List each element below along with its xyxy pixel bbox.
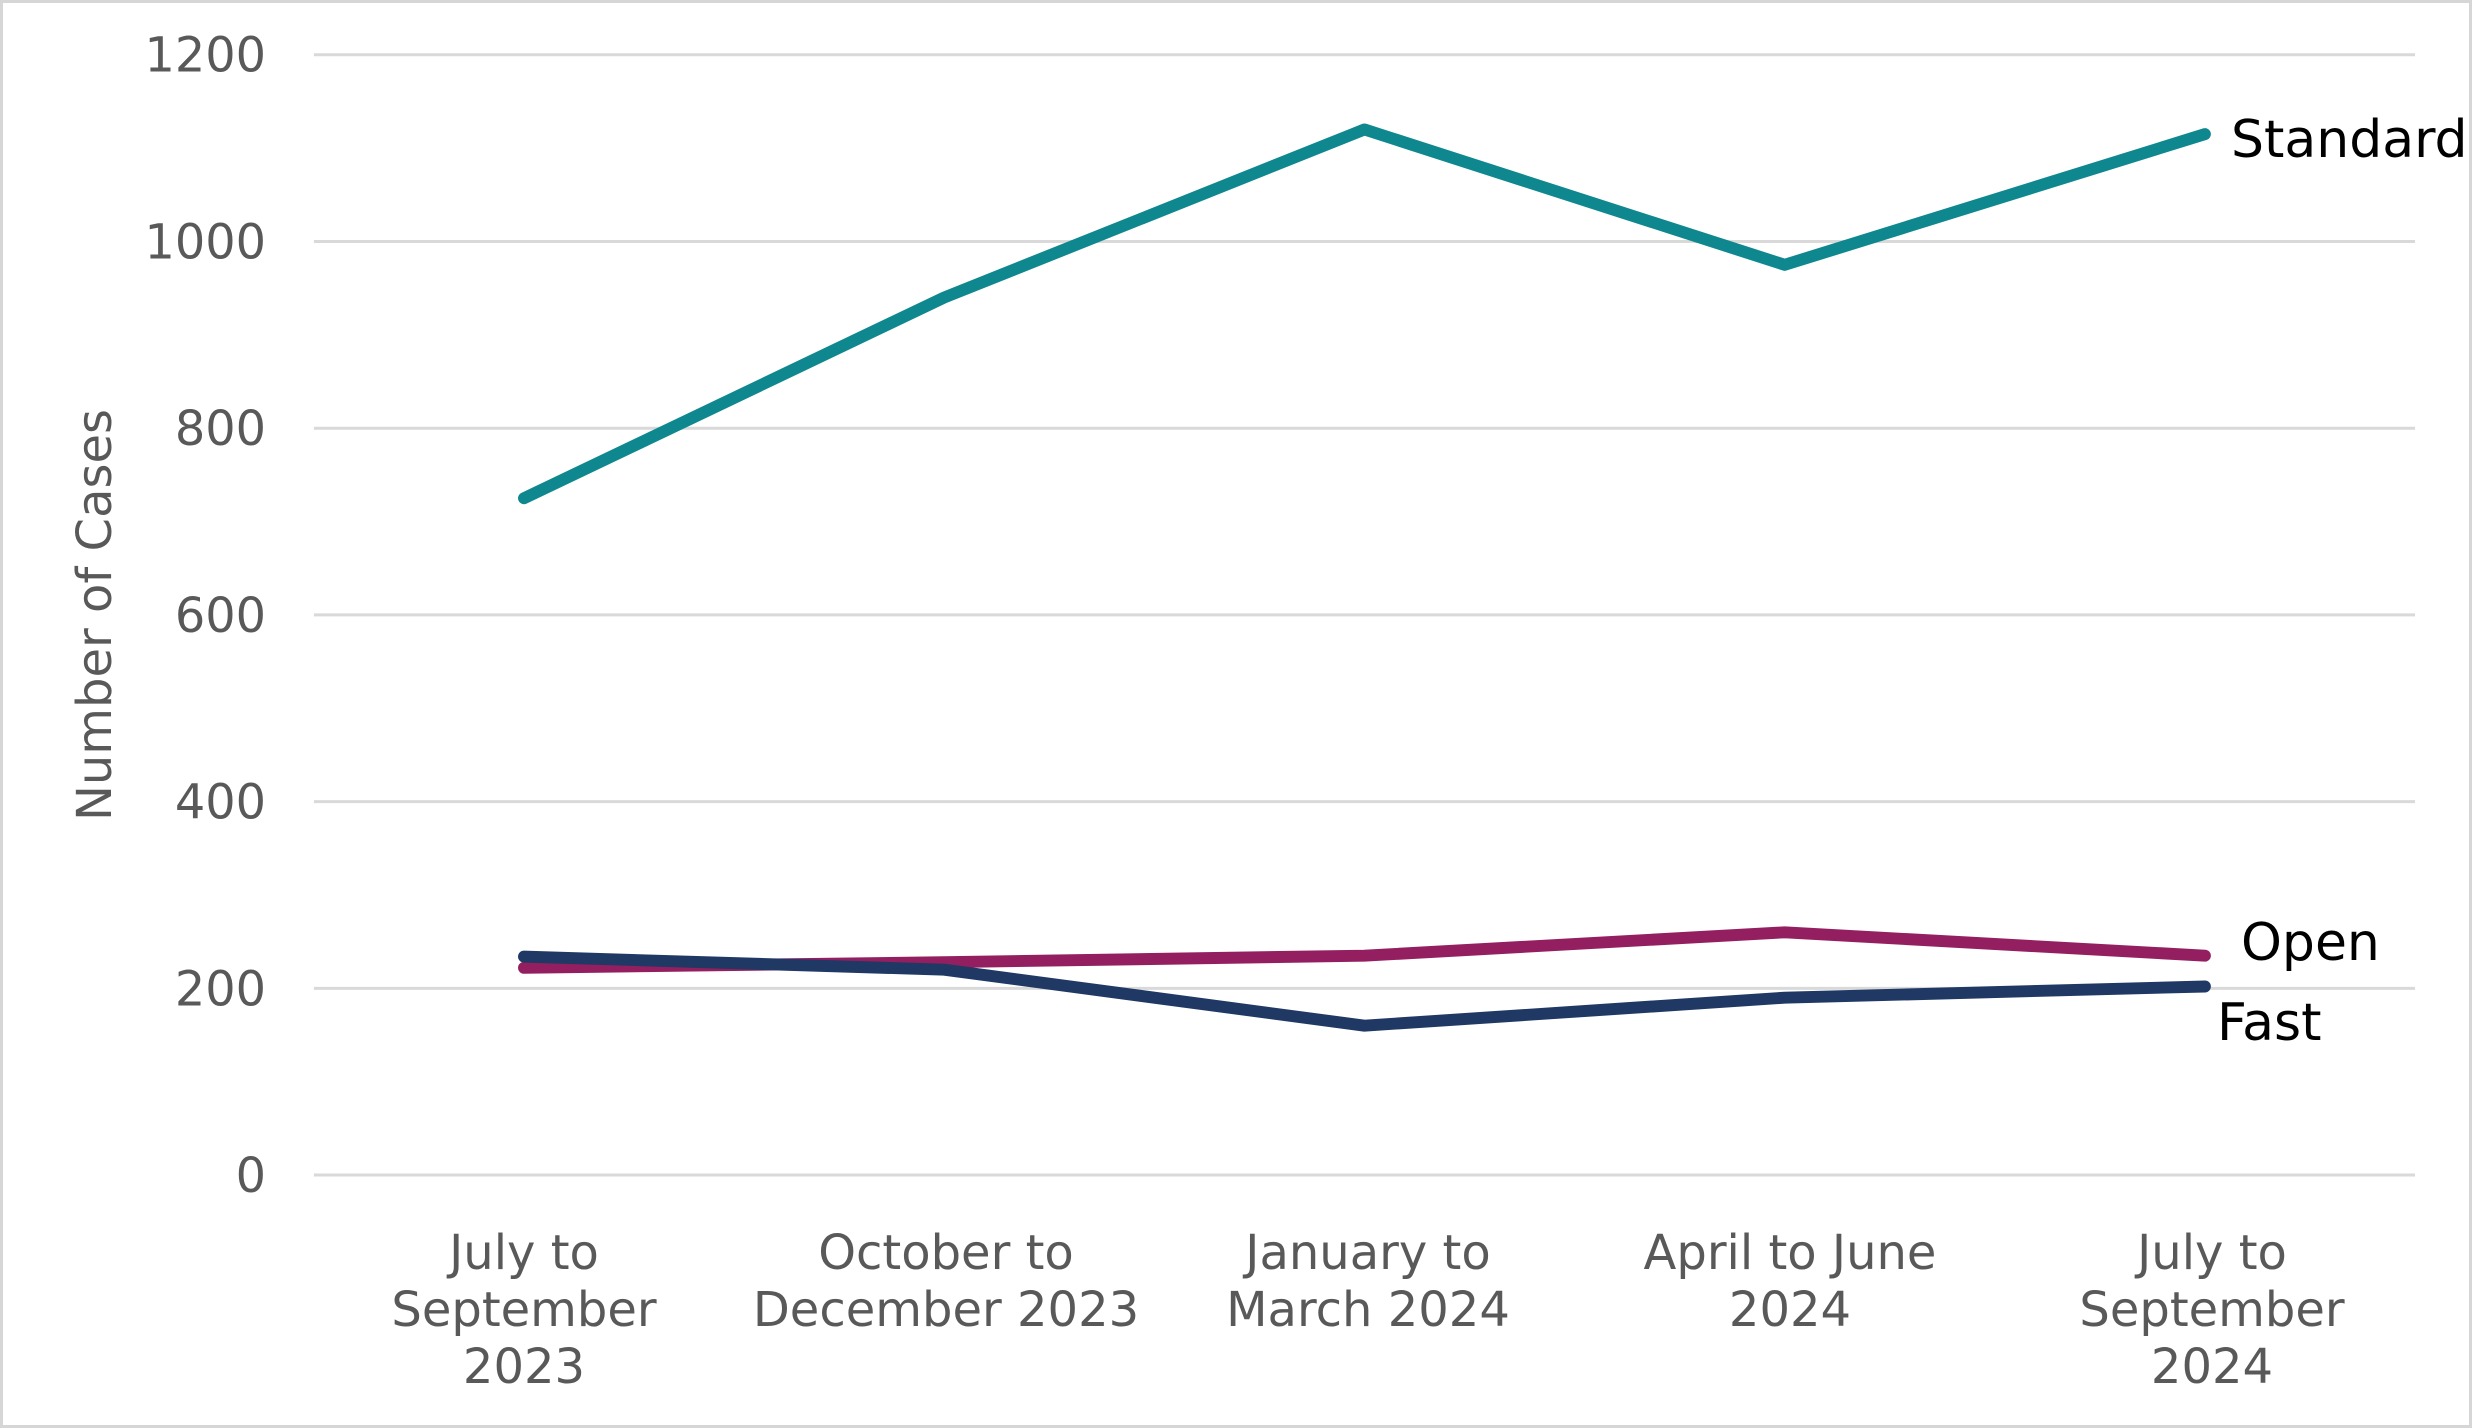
x-axis-label-line: 2024 xyxy=(2150,1339,2274,1395)
y-tick-label: 1000 xyxy=(144,215,266,270)
x-axis-label-line: April to June xyxy=(1643,1225,1937,1281)
x-axis-label-line: March 2024 xyxy=(1226,1282,1510,1338)
y-axis-title: Number of Cases xyxy=(67,408,123,822)
x-axis-label-line: December 2023 xyxy=(752,1282,1140,1338)
x-axis-label-line: September xyxy=(391,1282,657,1338)
series-label-fast: Fast xyxy=(2217,993,2322,1053)
series-label-standard: Standard xyxy=(2231,110,2468,170)
x-axis-label-line: 2024 xyxy=(1728,1282,1852,1338)
y-tick-label: 0 xyxy=(236,1149,266,1204)
y-tick-label: 600 xyxy=(175,589,266,644)
series-line-standard xyxy=(518,123,2211,505)
x-axis-label: October to December 2023 xyxy=(626,1225,1266,1339)
x-axis-label: April to June 2024 xyxy=(1470,1225,2110,1339)
y-tick-label: 200 xyxy=(175,962,266,1017)
y-tick-label: 1200 xyxy=(144,29,266,84)
y-tick-label: 800 xyxy=(175,402,266,457)
x-axis-label: January to March 2024 xyxy=(1048,1225,1688,1339)
series-line-fast xyxy=(518,950,2211,1032)
x-axis-label: July to September 2023 xyxy=(204,1225,844,1396)
series-label-open: Open xyxy=(2241,913,2380,973)
x-axis-label-line: July to xyxy=(449,1225,599,1281)
chart-plot-area: 0 200 400 600 800 1000 1200 xyxy=(144,29,2416,1204)
x-axis-label-line: July to xyxy=(2137,1225,2287,1281)
x-axis-label: July to September 2024 xyxy=(1892,1225,2469,1396)
x-axis-label-line: September xyxy=(2079,1282,2345,1338)
x-axis-label-line: January to xyxy=(1245,1225,1491,1281)
x-axis-label-line: 2023 xyxy=(462,1339,586,1395)
x-axis-label-line: October to xyxy=(818,1225,1074,1281)
y-tick-label: 400 xyxy=(175,776,266,831)
